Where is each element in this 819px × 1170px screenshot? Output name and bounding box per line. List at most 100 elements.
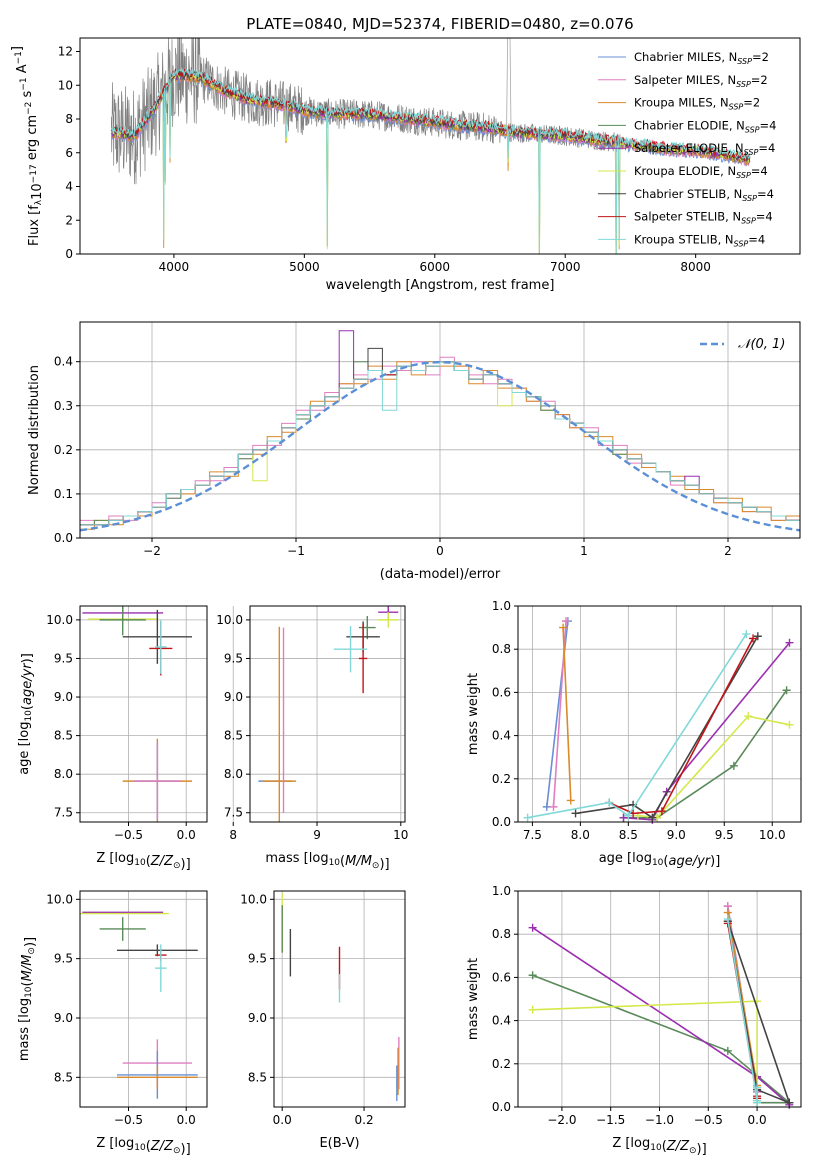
x-tick-label: 8.0 — [571, 828, 590, 842]
y-tick-label: 10 — [58, 78, 73, 92]
y-tick-label: 0.2 — [54, 443, 73, 457]
legend-entry: Kroupa ELODIE, NSSP=4 — [634, 164, 768, 180]
spectrum-data-line — [110, 38, 621, 185]
x-axis-label: E(B-V) — [319, 1136, 359, 1151]
point-marker — [753, 1096, 762, 1105]
plot-frame — [79, 605, 208, 823]
y-tick-label: 0.1 — [54, 487, 73, 501]
x-axis-label: age [log10(age/yr)] — [599, 851, 721, 869]
label-part: ⊙ — [372, 861, 380, 871]
y-tick-label: 8.5 — [224, 729, 243, 743]
point-marker — [742, 630, 751, 639]
y-tick-label: 9.5 — [54, 651, 73, 665]
label-part: A — [15, 64, 30, 77]
chart-age-vs-Z: −0.5 0.07.58.08.59.09.510.0Z [log10(Z/Z⊙)… — [17, 605, 208, 872]
legend-text: Kroupa STELIB, N — [634, 232, 734, 246]
label-part: mass [log — [17, 998, 32, 1061]
label-part: 10 — [30, 183, 45, 200]
y-tick-label: 0.2 — [492, 1057, 511, 1071]
point-marker — [657, 807, 666, 816]
legend-entry: Salpeter STELIB, NSSP=4 — [634, 210, 773, 226]
legend-entry: Chabrier MILES, NSSP=2 — [634, 50, 769, 66]
y-tick-label: 4 — [65, 180, 73, 194]
point-marker — [624, 811, 633, 820]
point-marker — [605, 798, 614, 807]
y-tick-label: 0.0 — [492, 815, 511, 829]
legend-entry: Kroupa MILES, NSSP=2 — [634, 96, 760, 112]
label-part: )] — [697, 1142, 707, 1157]
normal-reference-curve — [80, 360, 800, 532]
x-axis-label: Z [log10(Z/Z⊙)] — [96, 851, 190, 872]
x-tick-label: 10 — [393, 828, 408, 842]
label-part: Flux [f — [27, 205, 42, 246]
label-part: ( — [340, 854, 345, 869]
legend-text: Kroupa ELODIE, N — [634, 164, 736, 178]
label-part: mass [log — [265, 851, 328, 866]
point-marker — [559, 623, 568, 632]
legend-text: =4 — [751, 164, 768, 178]
mass-weight-line — [532, 927, 791, 1107]
label-part: 10 — [652, 858, 664, 868]
point-marker — [753, 1083, 762, 1092]
label-part: 10 — [134, 858, 146, 868]
legend-text: =2 — [751, 73, 768, 87]
point-marker — [549, 802, 558, 811]
label-part: ] — [10, 46, 25, 51]
x-tick-label: 1 — [580, 544, 588, 558]
legend-text: Chabrier STELIB, N — [634, 187, 742, 201]
label-part: age [log — [17, 722, 32, 775]
y-tick-label: 8.5 — [54, 729, 73, 743]
y-tick-label: 8.5 — [248, 1070, 267, 1084]
point-marker — [566, 796, 575, 805]
label-part: ⊙ — [173, 861, 181, 871]
mass-weight-line — [532, 1000, 758, 1103]
y-axis-label: Normed distribution — [27, 365, 42, 495]
y-tick-label: 7.5 — [54, 806, 73, 820]
y-tick-label: 6 — [65, 146, 73, 160]
legend-text: Salpeter ELODIE, N — [634, 141, 744, 155]
legend-text: =4 — [758, 141, 775, 155]
mass-weight-line — [727, 912, 758, 1086]
plot-frame — [79, 37, 801, 255]
y-tick-label: 0.8 — [492, 642, 511, 656]
y-tick-label: 0.4 — [54, 355, 73, 369]
y-tick-label: 9.5 — [54, 952, 73, 966]
label-part: 10 — [24, 986, 34, 998]
x-tick-label: 8 — [229, 828, 237, 842]
legend-text: =2 — [743, 96, 760, 110]
y-tick-label: 10.0 — [46, 613, 73, 627]
y-tick-label: 0.0 — [492, 1100, 511, 1114]
label-part: ( — [663, 854, 668, 869]
point-marker — [528, 1005, 537, 1014]
x-axis-label: Z [log10(Z/Z⊙)] — [612, 1136, 706, 1157]
x-tick-label: 0.0 — [273, 1113, 292, 1127]
label-part: ( — [20, 705, 35, 710]
legend-text: Chabrier MILES, N — [634, 50, 737, 64]
label-part: 10 — [134, 1143, 146, 1153]
x-axis-label: Z [log10(Z/Z⊙)] — [96, 1136, 190, 1157]
mass-weight-line — [532, 974, 792, 1104]
legend-text: Salpeter MILES, N — [634, 73, 736, 87]
label-part: )] — [181, 1142, 191, 1157]
figure-title: PLATE=0840, MJD=52374, FIBERID=0480, z=0… — [246, 15, 633, 33]
x-tick-label: 0.0 — [748, 1113, 767, 1127]
y-tick-label: 0.4 — [492, 1014, 511, 1028]
x-tick-label: −1.0 — [645, 1113, 674, 1127]
y-tick-label: 1.0 — [492, 884, 511, 898]
x-axis-label: (data-model)/error — [380, 567, 501, 582]
y-tick-label: 8 — [65, 112, 73, 126]
y-axis-label: mass [log10(M/M⊙)] — [17, 937, 38, 1061]
legend-subscript: SSP — [736, 171, 751, 180]
mass-weight-line — [727, 918, 758, 1103]
point-marker — [749, 634, 758, 643]
label-part: ( — [146, 1139, 151, 1154]
label-part: 10 — [24, 710, 34, 722]
y-tick-label: 10.0 — [46, 892, 73, 906]
point-marker — [528, 923, 537, 932]
y-tick-label: 8.0 — [54, 767, 73, 781]
y-tick-label: 0 — [65, 247, 73, 261]
y-axis-label: Flux [fλ10−17 erg cm−2 s−1 A−1] — [10, 46, 45, 246]
legend-text: Kroupa MILES, N — [634, 96, 729, 110]
y-tick-label: 9.5 — [248, 952, 267, 966]
plot-frame — [273, 890, 406, 1108]
